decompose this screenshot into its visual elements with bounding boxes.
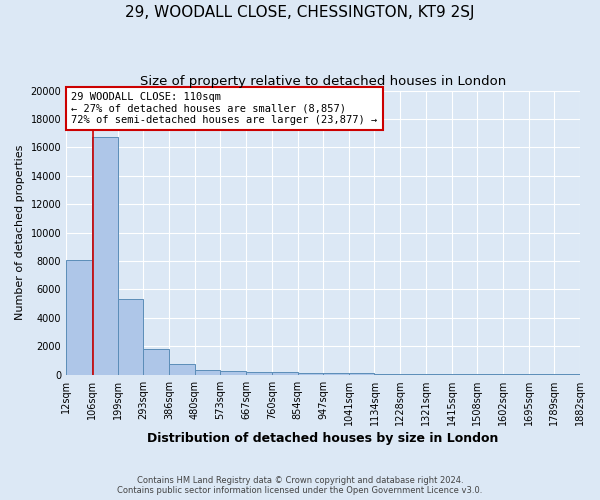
Bar (272, 372, 298, 374)
Text: Contains HM Land Registry data © Crown copyright and database right 2024.
Contai: Contains HM Land Registry data © Crown c… (118, 476, 482, 495)
Bar (92, 138, 118, 374)
Bar (169, 364, 195, 374)
Bar (323, 373, 349, 374)
Text: 29 WOODALL CLOSE: 110sqm
← 27% of detached houses are smaller (8,857)
72% of sem: 29 WOODALL CLOSE: 110sqm ← 27% of detach… (71, 92, 377, 125)
Bar (246, 372, 272, 374)
Title: Size of property relative to detached houses in London: Size of property relative to detached ho… (140, 75, 506, 88)
Y-axis label: Number of detached properties: Number of detached properties (15, 145, 25, 320)
X-axis label: Distribution of detached houses by size in London: Distribution of detached houses by size … (148, 432, 499, 445)
Bar (298, 372, 323, 374)
Bar (195, 370, 220, 374)
Bar (66, 260, 92, 374)
Bar (220, 371, 246, 374)
Bar (118, 300, 143, 374)
Bar (143, 349, 169, 374)
Text: 29, WOODALL CLOSE, CHESSINGTON, KT9 2SJ: 29, WOODALL CLOSE, CHESSINGTON, KT9 2SJ (125, 5, 475, 20)
